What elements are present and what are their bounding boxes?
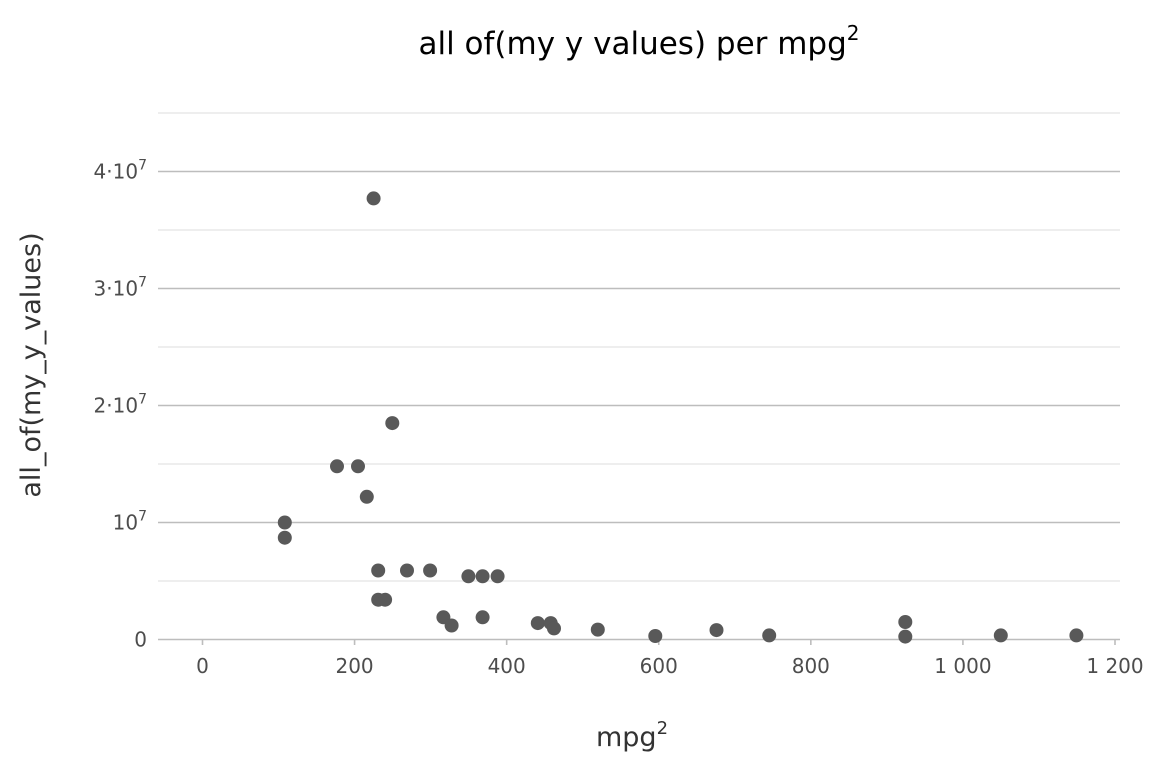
y-axis-ticks: 0 107 2·107 3·107 4·107 xyxy=(94,158,147,652)
y-tick-label: 107 xyxy=(113,509,147,535)
data-point xyxy=(898,629,913,644)
data-point xyxy=(709,623,724,638)
data-point xyxy=(993,628,1008,643)
data-point xyxy=(444,618,459,633)
data-point xyxy=(898,615,913,629)
data-point xyxy=(590,622,605,637)
data-point xyxy=(371,563,386,578)
data-point xyxy=(277,530,292,545)
data-point xyxy=(475,569,490,584)
data-point xyxy=(461,569,476,584)
x-tick-label: 1 200 xyxy=(1086,654,1143,678)
x-tick-label: 0 xyxy=(196,654,209,678)
data-point xyxy=(378,592,393,607)
data-point xyxy=(547,621,561,636)
x-tick-label: 1 000 xyxy=(934,654,991,678)
data-point xyxy=(351,459,365,474)
data-point xyxy=(1069,628,1084,643)
x-axis-ticks: 0 200 400 600 800 1 000 1 200 xyxy=(196,639,1144,678)
y-tick-label: 2·107 xyxy=(94,392,147,418)
x-axis-title: mpg2 xyxy=(596,718,668,753)
data-points xyxy=(277,191,1084,644)
data-point xyxy=(366,191,381,206)
y-tick-label: 4·107 xyxy=(94,158,147,184)
grid-lines xyxy=(158,112,1120,582)
data-point xyxy=(330,459,344,474)
data-point xyxy=(648,629,663,643)
data-point xyxy=(423,563,438,578)
x-axis-title-superscript: 2 xyxy=(657,718,668,739)
y-tick-label: 3·107 xyxy=(94,275,147,301)
data-point xyxy=(490,569,505,584)
chart-title: all of(my y values) per mpg2 xyxy=(418,21,859,62)
data-point xyxy=(359,489,374,504)
data-point xyxy=(277,515,292,530)
x-tick-label: 400 xyxy=(488,654,526,678)
data-point xyxy=(530,616,545,631)
x-tick-label: 600 xyxy=(640,654,678,678)
y-tick-label: 0 xyxy=(134,628,147,652)
x-tick-label: 200 xyxy=(335,654,373,678)
data-point xyxy=(475,610,490,625)
chart-title-main: all of(my y values) per mpg xyxy=(418,26,846,62)
data-point xyxy=(762,628,777,643)
x-tick-label: 800 xyxy=(792,654,830,678)
data-point xyxy=(400,563,414,578)
chart-title-superscript: 2 xyxy=(847,21,860,45)
data-point xyxy=(385,416,400,431)
x-axis-title-main: mpg xyxy=(596,722,657,753)
y-axis-title: all_of(my_y_values) xyxy=(16,232,47,497)
